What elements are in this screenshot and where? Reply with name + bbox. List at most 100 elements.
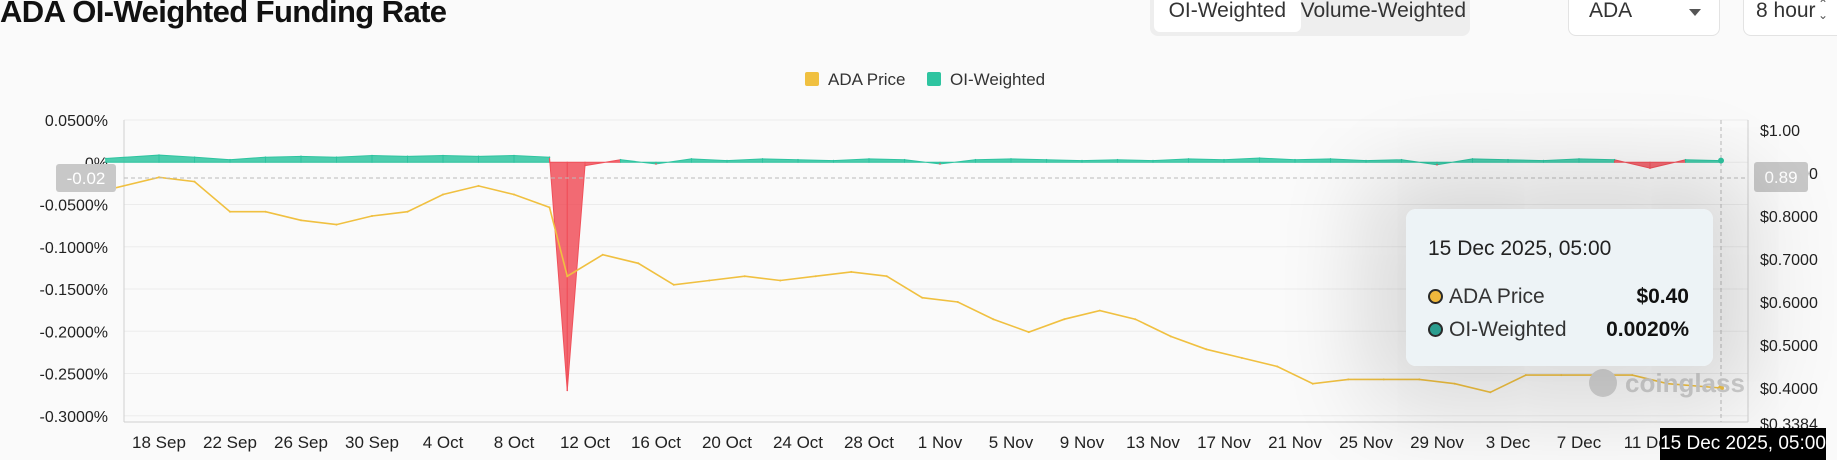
ada-price-point [814,275,817,278]
coinglass-logo-icon [1589,369,1617,397]
oi-weighted-area-segment [584,159,621,167]
y-left-tick-label: -0.2000% [40,324,109,341]
oi-weighted-area-segment [442,154,479,163]
oi-weighted-area-segment [1436,158,1473,166]
y-right-tick-label: $0.8000 [1760,209,1818,226]
x-tick-label: 12 Oct [560,433,610,452]
ada-price-point [1063,318,1066,321]
oi-weighted-point [1152,159,1154,162]
y-right-tick-label: $0.4000 [1760,381,1818,398]
oi-weighted-area-segment [549,157,568,391]
oi-weighted-point [619,158,622,161]
oi-weighted-point [832,159,835,162]
ada-price-point [637,262,640,265]
x-tick-label: 7 Dec [1557,433,1602,452]
oi-weighted-area-segment [1152,158,1189,163]
x-tick-label: 18 Sep [132,433,186,452]
y-right-tick-label: $0.7000 [1760,252,1818,269]
oi-weighted-area-segment [265,155,302,163]
ada-price-point [1276,365,1279,368]
ada-price-point [335,223,338,226]
oi-weighted-area-segment [194,156,231,163]
oi-weighted-point [584,164,586,167]
tooltip-row-price: ADA Price $0.40 [1428,280,1689,313]
ada-price-point [406,210,409,213]
ada-price-point [1205,348,1208,351]
oi-weighted-point [1436,163,1438,166]
oi-weighted-area-segment [1046,159,1083,163]
oi-weighted-area-segment [655,158,692,165]
x-tick-label: 29 Nov [1410,433,1464,452]
x-tick-label: 25 Nov [1339,433,1393,452]
oi-weighted-area-segment [105,154,160,163]
oi-weighted-area-segment [726,158,763,163]
oi-weighted-point [1471,158,1474,160]
oi-weighted-point [335,156,338,158]
ada-price-point [1666,382,1669,385]
oi-weighted-area-segment [1401,159,1438,166]
oi-weighted-area-segment [229,156,266,163]
ada-price-point [1418,378,1421,381]
oi-weighted-point [939,163,941,165]
oi-weighted-area-segment [797,159,834,163]
x-tick-label: 16 Oct [631,433,681,452]
period-value: 8 hour [1756,0,1816,22]
oi-weighted-area-segment [1294,158,1331,163]
ada-price-point [601,253,604,256]
oi-weighted-area-segment [691,158,728,163]
ada-price-point [264,210,267,213]
crosshair-right-label: 0.89 [1764,168,1797,187]
legend-label-price: ADA Price [828,70,905,89]
oi-weighted-point [1507,158,1509,161]
oi-weighted-point [1329,158,1332,160]
tooltip-row-value: 0.0020% [1606,317,1689,341]
x-tick-label: 13 Nov [1126,433,1180,452]
oi-weighted-area-segment [1614,159,1651,169]
ada-price-point [1311,382,1314,385]
ada-price-point [477,184,480,187]
ada-price-point [566,275,569,278]
symbol-value: ADA [1589,0,1633,22]
ada-price-point [229,210,231,213]
oi-weighted-area-segment [1259,157,1296,163]
y-left-tick-label: -0.0500% [40,198,109,215]
ada-price-line [105,176,1722,394]
tooltip-row-oi: OI-Weighted 0.0020% [1428,313,1689,346]
oi-weighted-area-segment [939,159,976,165]
ada-price-point [1560,374,1563,377]
oi-weighted-area-segment [975,158,1012,163]
oi-weighted-point [371,154,373,157]
x-tick-label: 4 Oct [423,433,464,452]
oi-weighted-area-segment [566,161,586,391]
ada-price-point [708,279,711,282]
oi-weighted-point [797,158,799,161]
oi-weighted-area-segment [1188,158,1225,163]
ada-price-point [850,270,853,273]
coinglass-watermark: coinglass [1589,368,1745,398]
volume-weighted-tab[interactable]: Volume-Weighted [1300,0,1466,22]
oi-weighted-tab[interactable]: OI-Weighted [1154,0,1301,32]
oi-weighted-point [229,158,231,161]
ada-price-point [1240,356,1243,359]
oi-weighted-area-segment [300,155,337,163]
oi-weighted-area-segment [513,154,550,163]
oi-weighted-area-segment [1649,159,1686,169]
ada-price-point [956,301,959,303]
crosshair-oi-marker [1718,157,1724,164]
oi-weighted-area-segment [336,154,373,163]
tooltip-title: 15 Dec 2025, 05:00 [1428,237,1612,260]
ada-price-point [1027,331,1030,334]
ada-price-point [193,180,196,183]
oi-weighted-point [566,389,569,392]
symbol-select[interactable]: ADA [1568,0,1720,36]
chart-legend: ADA Price OI-Weighted [805,70,1045,89]
period-select[interactable]: 8 hour ⌃ ⌄ [1743,0,1837,36]
y-left-tick-label: 0.0500% [45,113,108,130]
oi-weighted-area-segment [868,158,905,163]
x-tick-label: 28 Oct [844,433,894,452]
ada-price-point [1347,378,1350,381]
ada-price-point [1134,318,1137,321]
ada-price-point [1453,382,1456,385]
ada-price-point [779,279,782,282]
